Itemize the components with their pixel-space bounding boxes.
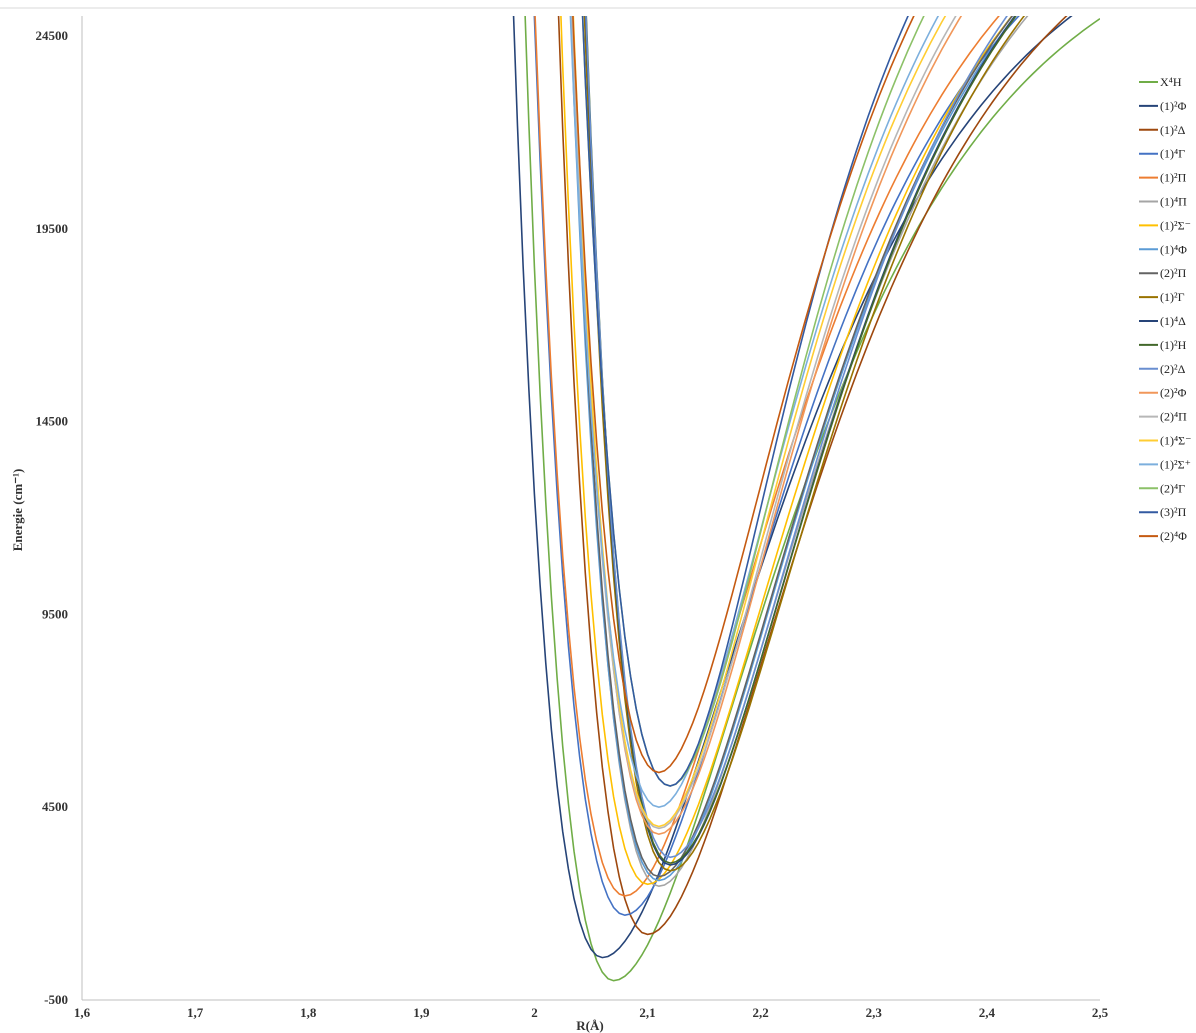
legend-label: (1)⁴Δ bbox=[1160, 314, 1186, 328]
legend-label: (1)⁴Φ bbox=[1160, 242, 1187, 256]
legend-label: (1)²Σ⁻ bbox=[1160, 218, 1191, 232]
legend-label: X⁴H bbox=[1160, 75, 1182, 89]
legend-label: (3)²Π bbox=[1160, 505, 1187, 519]
legend-label: (1)²H bbox=[1160, 338, 1187, 352]
y-tick-label: 4500 bbox=[42, 799, 68, 814]
x-tick-label: 2,3 bbox=[866, 1005, 883, 1020]
legend-label: (1)²Δ bbox=[1160, 123, 1186, 137]
y-tick-label: 24500 bbox=[36, 28, 69, 43]
legend-label: (1)⁴Γ bbox=[1160, 147, 1185, 161]
legend-label: (2)²Δ bbox=[1160, 362, 1186, 376]
legend: X⁴H (1)²Φ (1)²Δ (1)⁴Γ (1)²Π (1)⁴Π (1)²Σ⁻ (1)⁴Φ (… bbox=[1139, 75, 1192, 543]
series-line-8 bbox=[569, 16, 1017, 882]
x-tick-label: 2,1 bbox=[639, 1005, 655, 1020]
series-line-16 bbox=[572, 16, 947, 828]
series-line-19 bbox=[581, 16, 909, 787]
y-tick-label: 9500 bbox=[42, 606, 68, 621]
x-tick-label: 2,4 bbox=[979, 1005, 996, 1020]
series-line-17 bbox=[569, 16, 940, 809]
x-tick-label: 1,9 bbox=[413, 1005, 430, 1020]
legend-label: (2)⁴Γ bbox=[1160, 481, 1185, 495]
y-tick-label: 19500 bbox=[36, 221, 69, 236]
legend-label: (1)⁴Σ⁻ bbox=[1160, 434, 1192, 448]
y-axis-title: Energie (cm⁻¹) bbox=[10, 469, 25, 552]
x-axis-title: R(Å) bbox=[576, 1018, 603, 1033]
x-tick-label: 2 bbox=[531, 1005, 538, 1020]
legend-label: (2)²Π bbox=[1160, 266, 1187, 280]
series-line-13 bbox=[585, 16, 1008, 859]
legend-label: (2)²Φ bbox=[1160, 386, 1187, 400]
legend-label: (1)²Π bbox=[1160, 171, 1187, 185]
legend-label: (1)²Γ bbox=[1160, 290, 1185, 304]
y-tick-label: -500 bbox=[44, 992, 68, 1007]
x-tick-label: 2,2 bbox=[753, 1005, 769, 1020]
series-line-4 bbox=[533, 16, 1020, 917]
series-line-7 bbox=[560, 16, 1013, 886]
y-axis-ticks: -500 4500 9500 14500 19500 24500 bbox=[36, 28, 69, 1007]
x-axis-ticks: 1,6 1,7 1,8 1,9 2 2,1 2,2 2,3 2,4 2,5 bbox=[74, 1005, 1109, 1020]
series-line-5 bbox=[534, 16, 1000, 897]
series-line-20 bbox=[572, 16, 915, 774]
x-tick-label: 1,8 bbox=[300, 1005, 317, 1020]
series-line-3 bbox=[557, 16, 1068, 936]
series-line-10 bbox=[583, 16, 1026, 872]
legend-label: (1)²Φ bbox=[1160, 99, 1187, 113]
x-tick-label: 1,7 bbox=[187, 1005, 204, 1020]
y-tick-label: 14500 bbox=[36, 414, 69, 429]
x-tick-label: 1,6 bbox=[74, 1005, 91, 1020]
x-tick-label: 2,5 bbox=[1092, 1005, 1109, 1020]
legend-label: (1)⁴Π bbox=[1160, 195, 1187, 209]
legend-label: (2)⁴Φ bbox=[1160, 529, 1187, 543]
series-layer bbox=[512, 16, 1100, 982]
legend-label: (2)⁴Π bbox=[1160, 410, 1187, 424]
legend-label: (1)²Σ⁺ bbox=[1160, 457, 1191, 471]
